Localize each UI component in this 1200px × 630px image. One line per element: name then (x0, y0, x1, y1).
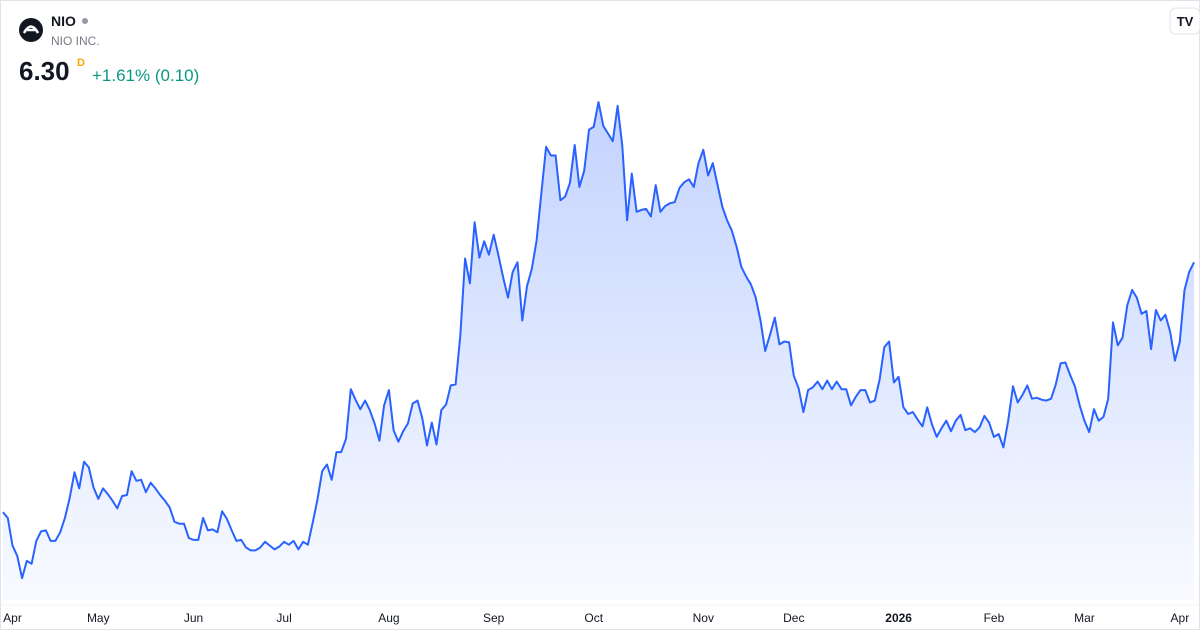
x-tick-label: Nov (693, 611, 714, 625)
x-tick-label: Jun (184, 611, 203, 625)
price-change: +1.61% (0.10) (92, 66, 199, 85)
x-tick-label: Dec (783, 611, 804, 625)
x-tick-label: May (87, 611, 110, 625)
x-tick-label: Oct (584, 611, 603, 625)
plot-area: Apr May Jun Jul Aug Sep Oct Nov Dec 2026 Feb Mar Apr (0, 101, 1200, 625)
status-dot (82, 18, 88, 24)
price-badge: D (77, 57, 85, 69)
x-tick-label: Aug (378, 611, 399, 625)
price-line (2, 101, 1195, 580)
company-name: NIO INC. (51, 34, 100, 48)
price: 6.30 (19, 56, 70, 86)
symbol: NIO (51, 13, 76, 29)
tv-logo[interactable]: TV (1177, 14, 1194, 29)
x-tick-label: 2026 (885, 611, 912, 625)
x-tick-label: Apr (3, 611, 22, 625)
x-tick-label: Jul (276, 611, 291, 625)
logo-mark (22, 25, 40, 34)
x-tick-label: Mar (1074, 611, 1095, 625)
x-tick-label: Feb (984, 611, 1005, 625)
tv-logo-box[interactable] (1169, 7, 1200, 35)
x-tick-label: Sep (483, 611, 505, 625)
x-tick-label: Apr (1171, 611, 1190, 625)
area-fill (3, 102, 1194, 600)
